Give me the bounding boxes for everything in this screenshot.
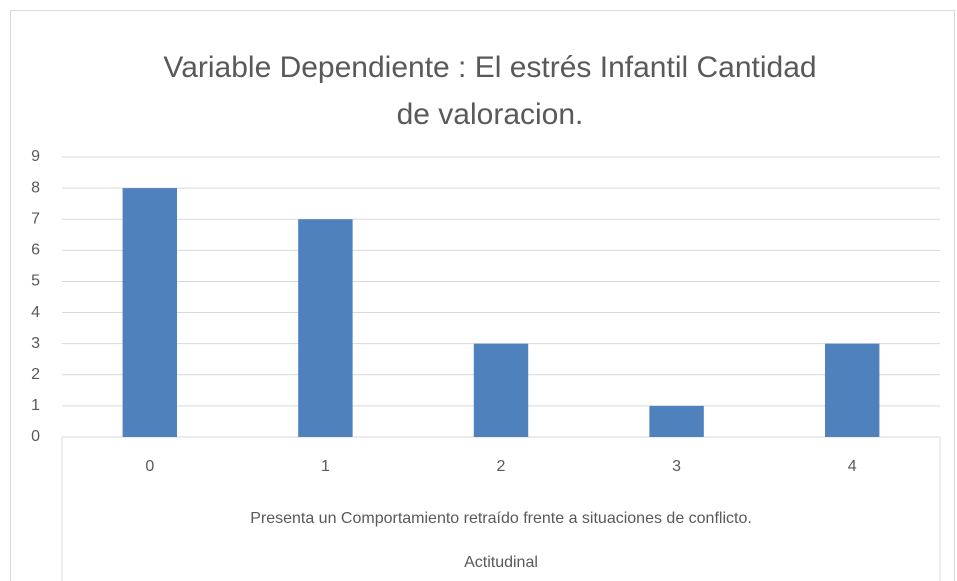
chart-title: Variable Dependiente : El estrés Infanti… (163, 51, 817, 131)
x-axis-group-label: Actitudinal (464, 554, 538, 571)
x-tick-label: 4 (848, 458, 857, 475)
x-tick-label: 1 (321, 458, 330, 475)
x-axis-group-label: Presenta un Comportamiento retraído fren… (250, 510, 752, 527)
y-tick-label: 3 (31, 335, 40, 352)
bar (824, 343, 880, 437)
bar (298, 219, 353, 437)
y-tick-label: 5 (31, 273, 40, 290)
y-tick-label: 4 (31, 304, 40, 321)
y-tick-label: 8 (31, 179, 40, 196)
y-tick-label: 9 (31, 148, 40, 165)
x-tick-label: 0 (145, 458, 154, 475)
y-tick-label: 2 (31, 366, 40, 383)
y-tick-label: 1 (31, 397, 40, 414)
x-tick-label: 3 (672, 458, 681, 475)
y-tick-label: 7 (31, 210, 40, 227)
y-tick-label: 6 (31, 242, 40, 259)
bar (649, 405, 704, 437)
y-tick-label: 0 (31, 428, 40, 445)
bar (473, 343, 529, 437)
bar (122, 188, 178, 437)
x-tick-label: 2 (497, 458, 506, 475)
